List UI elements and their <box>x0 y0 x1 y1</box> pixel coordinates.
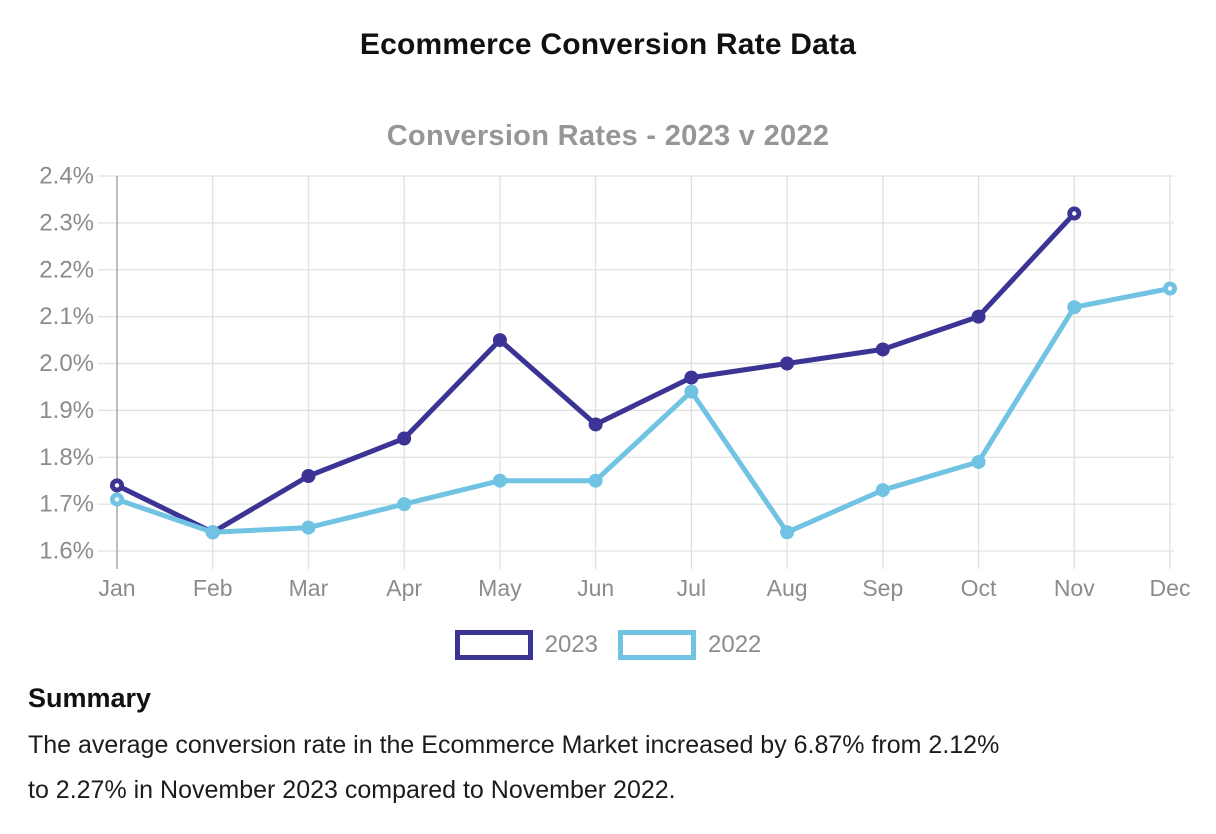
data-point-2022-Oct <box>971 454 986 469</box>
data-point-2022-Jul <box>684 384 699 399</box>
legend-item-2023[interactable]: 2023 <box>454 630 598 660</box>
y-axis-tick-label: 2.3% <box>39 209 94 236</box>
chart-legend: 2023 2022 <box>0 629 1216 661</box>
x-axis-tick-label: Sep <box>862 575 903 601</box>
data-point-2023-Jun <box>588 417 603 432</box>
y-axis-tick-label: 2.2% <box>39 256 94 283</box>
summary-body: The average conversion rate in the Ecomm… <box>28 723 1198 813</box>
data-point-2023-Mar <box>301 469 316 483</box>
data-point-2022-Aug <box>780 525 795 540</box>
data-point-2022-Nov <box>1067 300 1082 315</box>
y-axis-tick-label: 1.9% <box>39 397 94 424</box>
x-axis-tick-label: Oct <box>961 575 997 601</box>
summary-text-line-1: The average conversion rate in the Ecomm… <box>28 731 1000 759</box>
y-axis-tick-label: 2.0% <box>39 350 94 377</box>
data-point-2022-Sep <box>875 483 890 498</box>
x-axis-tick-label: Aug <box>767 575 808 601</box>
data-point-2023-Oct <box>971 309 986 324</box>
data-point-2023-Nov <box>1067 206 1082 221</box>
x-axis-tick-label: May <box>478 575 522 601</box>
y-axis-tick-label: 2.1% <box>39 303 94 330</box>
series-line-2022 <box>114 286 1173 535</box>
data-point-2022-May <box>492 473 507 488</box>
data-point-2023-Sep <box>875 342 890 357</box>
x-axis-tick-label: Apr <box>386 575 422 601</box>
data-point-2023-Jan <box>110 478 125 493</box>
x-axis-tick-label: Jun <box>577 575 614 601</box>
y-axis-tick-label: 1.6% <box>39 538 94 565</box>
conversion-rate-line-chart: 2.4% 2.3% 2.2% 2.1% 2.0% 1.9% 1.8% 1.7% 1.6%Jan F… <box>39 163 1191 602</box>
data-point-2022-Mar <box>301 520 316 535</box>
summary-section: Summary The average conversion rate in t… <box>28 683 1216 813</box>
data-point-2023-Apr <box>397 431 412 446</box>
page-title: Ecommerce Conversion Rate Data <box>359 28 857 61</box>
x-axis-tick-label: Dec <box>1150 575 1191 601</box>
y-axis-tick-label: 2.4% <box>39 163 94 190</box>
y-axis-tick-label: 1.8% <box>39 444 94 471</box>
data-point-2022-Feb <box>205 525 220 540</box>
data-point-2023-May <box>492 333 507 348</box>
legend-item-2022[interactable]: 2022 <box>618 630 761 660</box>
data-point-2022-Dec <box>1163 281 1178 296</box>
legend-swatch-2022 <box>618 630 696 660</box>
legend-label-2022: 2022 <box>708 631 762 658</box>
data-point-2022-Jun <box>588 473 603 488</box>
x-axis-tick-label: Feb <box>193 575 233 601</box>
summary-text-line-2: to 2.27% in November 2023 compared to No… <box>28 776 676 804</box>
y-axis-tick-label: 1.7% <box>39 491 94 518</box>
chart-title: Conversion Rates - 2023 v 2022 <box>386 120 830 152</box>
legend-swatch-2023 <box>454 630 533 660</box>
x-axis-tick-label: Jul <box>677 575 706 601</box>
x-axis-tick-label: Nov <box>1054 575 1095 601</box>
data-point-2022-Apr <box>397 497 412 512</box>
summary-heading: Summary <box>28 683 152 713</box>
legend-label-2023: 2023 <box>544 631 598 658</box>
x-axis-tick-label: Mar <box>289 575 329 601</box>
x-axis-tick-label: Jan <box>98 575 135 601</box>
data-point-2023-Aug <box>780 356 795 371</box>
data-point-2023-Jul <box>684 370 699 385</box>
data-point-2022-Jan <box>110 492 125 507</box>
